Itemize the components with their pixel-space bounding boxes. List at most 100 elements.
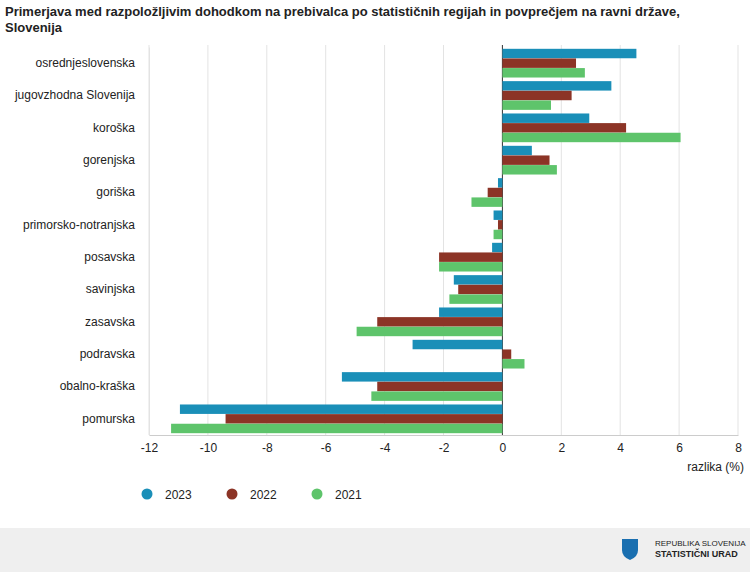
grid-line (266, 45, 267, 435)
y-tick-label: posavska (84, 250, 135, 264)
legend-marker (312, 489, 323, 500)
grid-line (207, 45, 208, 435)
y-tick: osrednjeslovenska (36, 56, 149, 70)
x-tick: -6 (321, 435, 332, 455)
y-tick-label: gorenjska (83, 153, 135, 167)
y-tick-label: goriška (96, 185, 135, 199)
x-tick-label: -8 (262, 441, 273, 455)
grid (149, 45, 738, 435)
bar (377, 382, 502, 391)
bar (371, 391, 502, 400)
bar (498, 220, 502, 229)
x-tick: 4 (617, 435, 624, 455)
bar (502, 155, 549, 164)
y-tick: obalno-kraška (60, 379, 149, 393)
x-tick-label: -4 (380, 441, 391, 455)
y-tick: pomurska (82, 412, 149, 426)
bar (180, 404, 502, 413)
y-tick-label: podravska (80, 347, 136, 361)
y-axis: osrednjeslovenskajugovzhodna Slovenijako… (14, 48, 150, 436)
legend: 202320222021 (142, 488, 363, 502)
bar (502, 113, 589, 122)
bar (439, 307, 502, 316)
x-tick-label: -12 (141, 441, 159, 455)
bar (502, 146, 531, 155)
x-tick-label: -10 (200, 441, 218, 455)
x-axis-title: razlika (%) (687, 460, 744, 474)
footer-text: REPUBLIKA SLOVENIJA (655, 539, 746, 548)
bar (494, 210, 503, 219)
bar (502, 68, 584, 77)
bar (502, 359, 524, 368)
bar (171, 424, 502, 433)
bar (413, 340, 503, 349)
x-axis-line (150, 435, 739, 436)
footer-text: STATISTIČNI URAD (655, 548, 738, 559)
x-tick: -4 (380, 435, 391, 455)
chart: Primerjava med razpoložljivim dohodkom n… (0, 0, 750, 572)
title: Primerjava med razpoložljivim dohodkom n… (5, 4, 680, 35)
bar (502, 81, 611, 90)
y-tick: koroška (93, 121, 149, 135)
bar (357, 327, 503, 336)
bar (342, 372, 503, 381)
y-axis-line (149, 48, 150, 436)
grid-line (149, 45, 150, 435)
footer: REPUBLIKA SLOVENIJASTATISTIČNI URAD (0, 528, 750, 572)
y-tick: goriška (96, 185, 149, 199)
y-tick: podravska (80, 347, 149, 361)
y-tick-label: koroška (93, 121, 135, 135)
footer-band (0, 528, 750, 572)
bar (498, 178, 502, 187)
grid-line (620, 45, 621, 435)
bar (439, 252, 502, 261)
bar (502, 58, 576, 67)
x-tick: 6 (676, 435, 683, 455)
legend-label: 2022 (250, 488, 277, 502)
x-tick-label: 0 (500, 441, 507, 455)
bar (377, 317, 502, 326)
x-tick: 0 (500, 435, 507, 455)
y-tick-label: primorsko-notranjska (23, 218, 135, 232)
x-tick: -2 (439, 435, 450, 455)
y-tick-label: savinjska (86, 282, 136, 296)
y-tick: gorenjska (83, 153, 149, 167)
bar (502, 123, 626, 132)
bar (502, 91, 571, 100)
bar (454, 275, 503, 284)
x-tick: -8 (262, 435, 273, 455)
bar (502, 349, 511, 358)
x-tick-label: 4 (617, 441, 624, 455)
bar (458, 285, 502, 294)
bars (171, 49, 680, 433)
legend-label: 2021 (335, 488, 362, 502)
y-tick-label: obalno-kraška (60, 379, 136, 393)
x-tick-label: 8 (735, 441, 742, 455)
bar (471, 197, 502, 206)
legend-marker (227, 489, 238, 500)
logo (622, 539, 638, 560)
x-tick: 2 (558, 435, 565, 455)
bar (502, 49, 636, 58)
x-tick: 8 (735, 435, 742, 455)
y-tick: savinjska (86, 282, 149, 296)
x-tick-label: 6 (676, 441, 683, 455)
y-tick: zasavska (85, 315, 149, 329)
bar (439, 262, 502, 271)
y-tick-label: osrednjeslovenska (36, 56, 136, 70)
x-tick: -10 (200, 435, 218, 455)
y-tick-label: pomurska (82, 412, 135, 426)
x-tick-label: -6 (321, 441, 332, 455)
bar (492, 243, 502, 252)
bar (226, 414, 503, 423)
bar (494, 230, 503, 239)
x-axis: -12 -10 -8 -6 -4 -2 0 2 4 6 8 (141, 435, 742, 455)
y-tick-label: zasavska (85, 315, 135, 329)
y-tick: primorsko-notranjska (23, 218, 149, 232)
grid-line (561, 45, 562, 435)
grid-line (679, 45, 680, 435)
bar (502, 165, 556, 174)
grid-line (325, 45, 326, 435)
bar (449, 294, 502, 303)
y-tick: posavska (84, 250, 149, 264)
